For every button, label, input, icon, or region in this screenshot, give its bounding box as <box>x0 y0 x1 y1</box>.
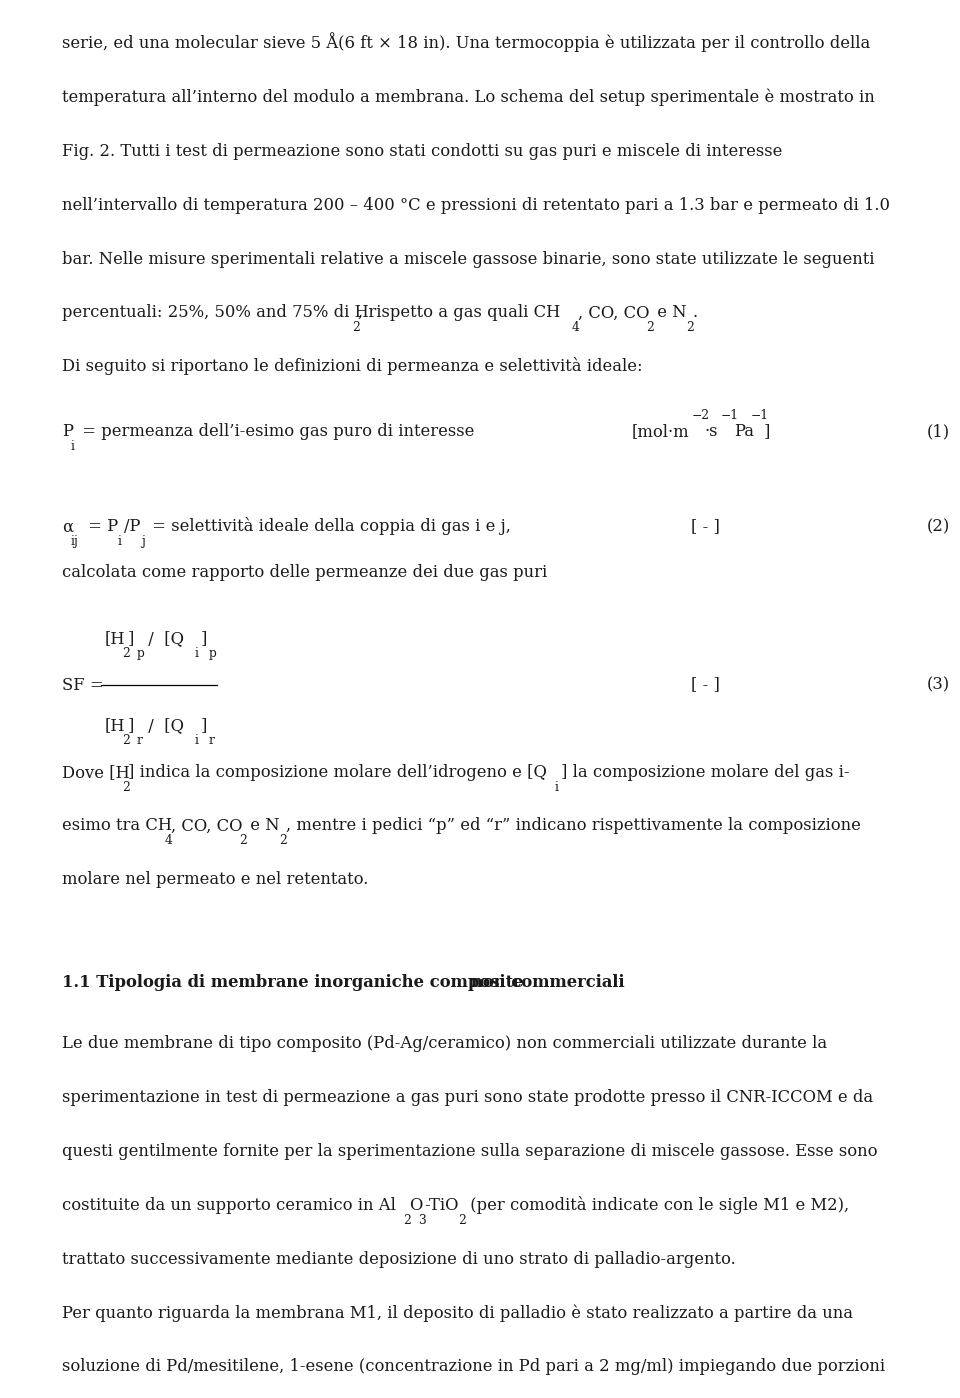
Text: /  [Q: / [Q <box>143 630 184 647</box>
Text: ij: ij <box>70 535 79 548</box>
Text: nell’intervallo di temperatura 200 – 400 °C e pressioni di retentato pari a 1.3 : nell’intervallo di temperatura 200 – 400… <box>62 197 890 214</box>
Text: bar. Nelle misure sperimentali relative a miscele gassose binarie, sono state ut: bar. Nelle misure sperimentali relative … <box>62 250 875 267</box>
Text: esimo tra CH: esimo tra CH <box>62 818 172 835</box>
Text: -TiO: -TiO <box>424 1197 459 1213</box>
Text: non commerciali: non commerciali <box>471 974 625 991</box>
Text: trattato successivamente mediante deposizione di uno strato di palladio-argento.: trattato successivamente mediante deposi… <box>62 1251 735 1268</box>
Text: −1: −1 <box>721 410 739 422</box>
Text: /P: /P <box>124 519 140 535</box>
Text: −1: −1 <box>751 410 769 422</box>
Text: ] la composizione molare del gas i-: ] la composizione molare del gas i- <box>561 765 849 781</box>
Text: p: p <box>209 647 217 660</box>
Text: i: i <box>70 440 75 453</box>
Text: i: i <box>554 781 558 794</box>
Text: i: i <box>194 647 198 660</box>
Text: Dove [H: Dove [H <box>62 765 130 781</box>
Text: 4: 4 <box>164 835 172 847</box>
Text: 1.1 Tipologia di membrane inorganiche composite: 1.1 Tipologia di membrane inorganiche co… <box>62 974 529 991</box>
Text: 2: 2 <box>351 322 360 334</box>
Text: i: i <box>194 734 198 747</box>
Text: j: j <box>141 535 145 548</box>
Text: 2: 2 <box>403 1213 411 1227</box>
Text: P: P <box>62 424 73 440</box>
Text: = selettività ideale della coppia di gas i e j,: = selettività ideale della coppia di gas… <box>147 517 511 535</box>
Text: = P: = P <box>84 519 118 535</box>
Text: 2: 2 <box>122 781 130 794</box>
Text: 3: 3 <box>418 1213 425 1227</box>
Text: .: . <box>693 305 698 322</box>
Text: 2: 2 <box>279 835 287 847</box>
Text: temperatura all’interno del modulo a membrana. Lo schema del setup sperimentale : temperatura all’interno del modulo a mem… <box>62 88 875 106</box>
Text: 2: 2 <box>646 322 654 334</box>
Text: e N: e N <box>652 305 686 322</box>
Text: , CO, CO: , CO, CO <box>171 818 242 835</box>
Text: i: i <box>117 535 121 548</box>
Text: r: r <box>136 734 142 747</box>
Text: Fig. 2. Tutti i test di permeazione sono stati condotti su gas puri e miscele di: Fig. 2. Tutti i test di permeazione sono… <box>62 143 782 159</box>
Text: [mol·m: [mol·m <box>632 424 689 440</box>
Text: (2): (2) <box>926 519 949 535</box>
Text: r: r <box>209 734 215 747</box>
Text: Le due membrane di tipo composito (Pd-Ag/ceramico) non commerciali utilizzate du: Le due membrane di tipo composito (Pd-Ag… <box>62 1036 828 1053</box>
Text: Di seguito si riportano le definizioni di permeanza e selettività ideale:: Di seguito si riportano le definizioni d… <box>62 356 642 375</box>
Text: (per comodità indicate con le sigle M1 e M2),: (per comodità indicate con le sigle M1 e… <box>465 1195 849 1213</box>
Text: calcolata come rapporto delle permeanze dei due gas puri: calcolata come rapporto delle permeanze … <box>62 565 547 582</box>
Text: Per quanto riguarda la membrana M1, il deposito di palladio è stato realizzato a: Per quanto riguarda la membrana M1, il d… <box>62 1304 853 1321</box>
Text: SF =: SF = <box>62 677 104 693</box>
Text: (1): (1) <box>926 424 949 440</box>
Text: percentuali: 25%, 50% and 75% di H: percentuali: 25%, 50% and 75% di H <box>62 305 369 322</box>
Text: questi gentilmente fornite per la sperimentazione sulla separazione di miscele g: questi gentilmente fornite per la sperim… <box>62 1144 877 1160</box>
Text: serie, ed una molecular sieve 5 Å(6 ft × 18 in). Una termocoppia è utilizzata pe: serie, ed una molecular sieve 5 Å(6 ft ×… <box>62 32 871 52</box>
Text: costituite da un supporto ceramico in Al: costituite da un supporto ceramico in Al <box>62 1197 396 1213</box>
Text: /  [Q: / [Q <box>143 717 184 734</box>
Text: molare nel permeato e nel retentato.: molare nel permeato e nel retentato. <box>62 871 369 888</box>
Text: −2: −2 <box>691 410 709 422</box>
Text: 4: 4 <box>571 322 579 334</box>
Text: , mentre i pedici “p” ed “r” indicano rispettivamente la composizione: , mentre i pedici “p” ed “r” indicano ri… <box>286 818 860 835</box>
Text: ] indica la composizione molare dell’idrogeno e [Q: ] indica la composizione molare dell’idr… <box>128 765 547 781</box>
Text: [ - ]: [ - ] <box>691 677 720 693</box>
Text: sperimentazione in test di permeazione a gas puri sono state prodotte presso il : sperimentazione in test di permeazione a… <box>62 1089 874 1106</box>
Text: p: p <box>136 647 144 660</box>
Text: = permeanza dell’i-esimo gas puro di interesse: = permeanza dell’i-esimo gas puro di int… <box>77 424 474 440</box>
Text: Pa: Pa <box>734 424 754 440</box>
Text: e N: e N <box>245 818 280 835</box>
Text: ]: ] <box>201 630 206 647</box>
Text: [H: [H <box>105 630 125 647</box>
Text: ]: ] <box>764 424 770 440</box>
Text: ]: ] <box>128 717 134 734</box>
Text: 2: 2 <box>686 322 694 334</box>
Text: [H: [H <box>105 717 125 734</box>
Text: α: α <box>62 519 73 535</box>
Text: ]: ] <box>201 717 206 734</box>
Text: O: O <box>409 1197 422 1213</box>
Text: (3): (3) <box>926 677 949 693</box>
Text: ]: ] <box>128 630 134 647</box>
Text: 2: 2 <box>122 647 130 660</box>
Text: 2: 2 <box>122 734 130 747</box>
Text: , rispetto a gas quali CH: , rispetto a gas quali CH <box>358 305 561 322</box>
Text: [ - ]: [ - ] <box>691 519 720 535</box>
Text: 2: 2 <box>239 835 247 847</box>
Text: , CO, CO: , CO, CO <box>578 305 649 322</box>
Text: ·s: ·s <box>704 424 718 440</box>
Text: soluzione di Pd/mesitilene, 1-esene (concentrazione in Pd pari a 2 mg/ml) impieg: soluzione di Pd/mesitilene, 1-esene (con… <box>62 1359 885 1376</box>
Text: 2: 2 <box>458 1213 467 1227</box>
